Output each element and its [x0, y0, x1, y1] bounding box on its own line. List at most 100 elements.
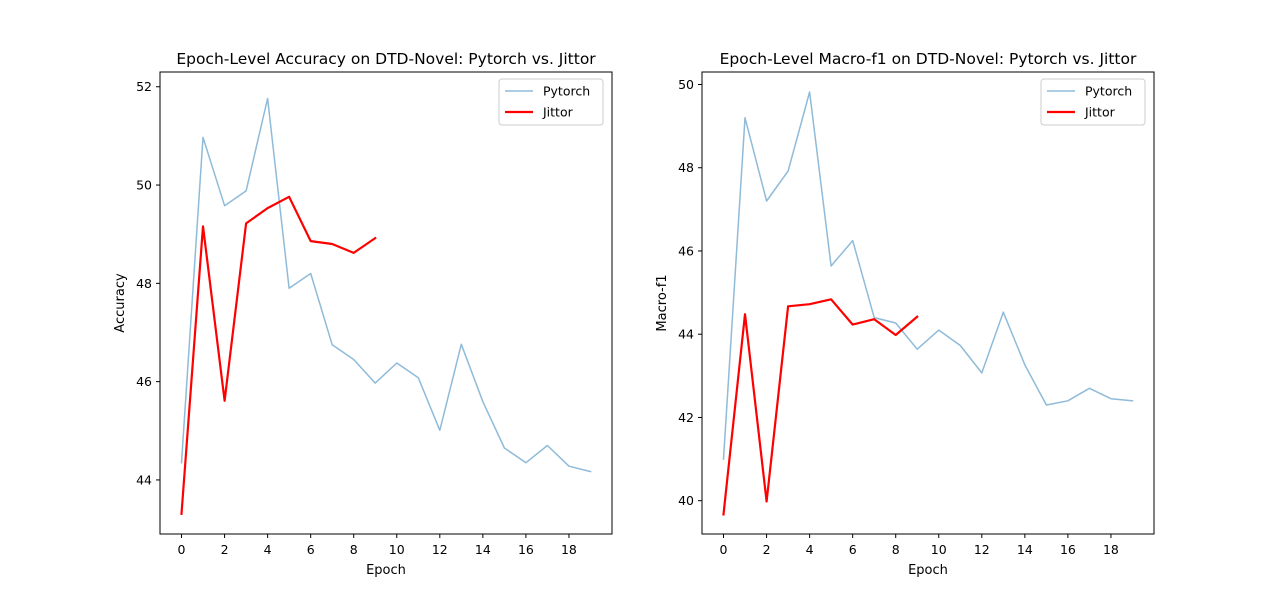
- data-point-pytorch: [439, 429, 441, 431]
- x-axis-label: Epoch: [366, 563, 406, 578]
- data-point-pytorch: [916, 348, 918, 350]
- data-point-pytorch: [830, 265, 832, 267]
- data-point-pytorch: [525, 462, 527, 464]
- data-point-pytorch: [245, 190, 247, 192]
- data-point-pytorch: [353, 358, 355, 360]
- data-point-pytorch: [460, 343, 462, 345]
- x-tick-label: 2: [763, 542, 771, 557]
- data-point-pytorch: [1067, 400, 1069, 402]
- x-tick-label: 18: [1103, 542, 1119, 557]
- data-point-jittor: [852, 323, 854, 325]
- x-tick-label: 18: [561, 542, 577, 557]
- data-point-pytorch: [895, 322, 897, 324]
- data-point-pytorch: [959, 344, 961, 346]
- x-tick-label: 4: [264, 542, 272, 557]
- y-tick-label: 46: [678, 243, 694, 258]
- x-tick-label: 16: [518, 542, 534, 557]
- legend: Pytorch Jittor: [498, 78, 604, 126]
- data-point-pytorch: [396, 362, 398, 364]
- y-tick-label: 44: [136, 472, 152, 487]
- chart-panel-1: Epoch-Level Accuracy on DTD-Novel: Pytor…: [113, 50, 613, 578]
- x-tick-label: 14: [475, 542, 491, 557]
- data-point-pytorch: [1024, 364, 1026, 366]
- data-point-pytorch: [288, 287, 290, 289]
- data-point-pytorch: [374, 382, 376, 384]
- data-point-jittor: [180, 513, 182, 515]
- data-point-jittor: [787, 305, 789, 307]
- legend-label-jittor: Jittor: [542, 105, 574, 120]
- legend-label-jittor: Jittor: [1084, 105, 1116, 120]
- data-point-pytorch: [223, 205, 225, 207]
- chart-title: Epoch-Level Macro-f1 on DTD-Novel: Pytor…: [720, 50, 1137, 68]
- data-point-pytorch: [744, 117, 746, 119]
- x-tick-label: 8: [892, 542, 900, 557]
- data-point-jittor: [895, 334, 897, 336]
- data-point-pytorch: [546, 444, 548, 446]
- data-point-jittor: [830, 298, 832, 300]
- data-point-jittor: [916, 316, 918, 318]
- legend: Pytorch Jittor: [1040, 78, 1146, 126]
- data-point-pytorch: [310, 272, 312, 274]
- chart-title: Epoch-Level Accuracy on DTD-Novel: Pytor…: [176, 50, 596, 68]
- data-point-jittor: [722, 513, 724, 515]
- x-tick-label: 16: [1060, 542, 1076, 557]
- data-point-jittor: [310, 240, 312, 242]
- data-point-pytorch: [568, 465, 570, 467]
- x-tick-label: 6: [307, 542, 315, 557]
- plot-area-frame: [159, 71, 613, 535]
- data-point-pytorch: [266, 97, 268, 99]
- data-point-jittor: [245, 222, 247, 224]
- x-tick-label: 10: [931, 542, 947, 557]
- data-point-pytorch: [938, 329, 940, 331]
- x-tick-label: 8: [350, 542, 358, 557]
- x-tick-label: 14: [1017, 542, 1033, 557]
- data-point-pytorch: [722, 458, 724, 460]
- series-line-jittor: [722, 298, 919, 516]
- y-tick-label: 48: [678, 160, 694, 175]
- data-point-jittor: [808, 303, 810, 305]
- x-axis-label: Epoch: [908, 563, 948, 578]
- data-point-jittor: [744, 313, 746, 315]
- y-tick-label: 40: [678, 493, 694, 508]
- data-point-pytorch: [1002, 311, 1004, 313]
- series-line-pytorch: [722, 91, 1134, 460]
- series-line-pytorch: [180, 97, 592, 473]
- legend-label-pytorch: Pytorch: [1085, 84, 1132, 99]
- plot-area-frame: [701, 71, 1155, 535]
- data-point-pytorch: [482, 401, 484, 403]
- data-point-jittor: [765, 500, 767, 502]
- data-point-pytorch: [1045, 404, 1047, 406]
- data-point-pytorch: [1088, 387, 1090, 389]
- y-tick-label: 46: [136, 374, 152, 389]
- x-tick-label: 4: [806, 542, 814, 557]
- data-point-pytorch: [331, 344, 333, 346]
- data-point-pytorch: [202, 136, 204, 138]
- data-point-pytorch: [852, 239, 854, 241]
- data-point-pytorch: [765, 200, 767, 202]
- y-tick-label: 44: [678, 327, 694, 342]
- data-point-pytorch: [589, 470, 591, 472]
- data-point-jittor: [202, 225, 204, 227]
- x-tick-label: 12: [432, 542, 448, 557]
- x-tick-label: 10: [389, 542, 405, 557]
- x-tick-label: 6: [849, 542, 857, 557]
- data-point-pytorch: [808, 91, 810, 93]
- x-tick-label: 0: [720, 542, 728, 557]
- data-point-jittor: [374, 237, 376, 239]
- data-point-jittor: [288, 196, 290, 198]
- data-point-pytorch: [1110, 398, 1112, 400]
- y-axis-label: Accuracy: [113, 273, 128, 333]
- data-point-pytorch: [180, 462, 182, 464]
- data-point-jittor: [873, 318, 875, 320]
- y-tick-label: 48: [136, 276, 152, 291]
- y-tick-label: 50: [678, 77, 694, 92]
- data-point-pytorch: [787, 170, 789, 172]
- chart-panel-2: Epoch-Level Macro-f1 on DTD-Novel: Pytor…: [655, 50, 1155, 578]
- data-point-pytorch: [503, 447, 505, 449]
- legend-label-pytorch: Pytorch: [543, 84, 590, 99]
- data-point-pytorch: [1131, 400, 1133, 402]
- data-point-pytorch: [981, 372, 983, 374]
- data-point-jittor: [266, 207, 268, 209]
- data-point-pytorch: [417, 377, 419, 379]
- data-point-jittor: [223, 400, 225, 402]
